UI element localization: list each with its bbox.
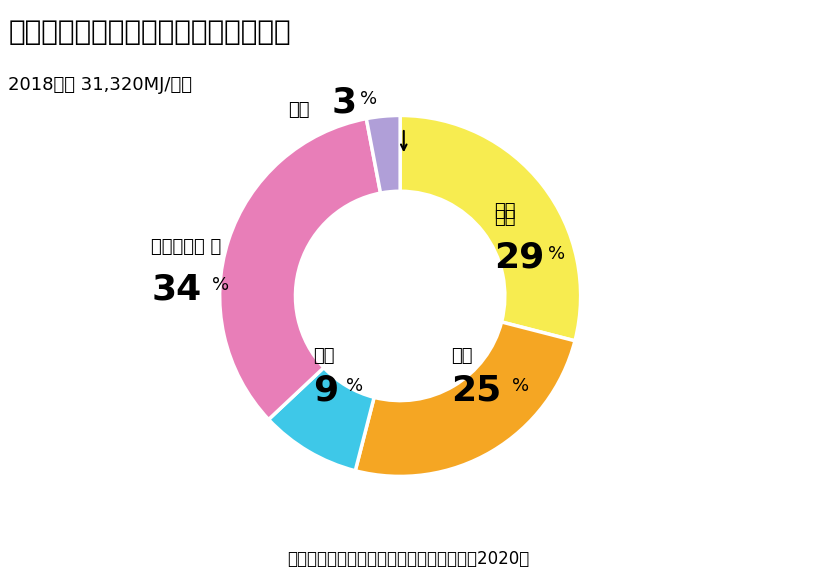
Text: 給湯: 給湯: [494, 202, 516, 220]
Text: 動力・照明 他: 動力・照明 他: [151, 239, 221, 256]
Wedge shape: [366, 115, 400, 193]
Text: 3: 3: [331, 85, 357, 119]
Text: 厨房: 厨房: [313, 346, 335, 364]
Wedge shape: [220, 118, 380, 420]
Text: 2018年度 31,320MJ/世帯: 2018年度 31,320MJ/世帯: [8, 76, 192, 94]
Text: %: %: [212, 276, 229, 294]
Text: 給湯: 給湯: [494, 209, 516, 227]
Text: 25: 25: [450, 374, 501, 408]
Text: 出典：資源エネルギー庁「エネルギー白書2020」: 出典：資源エネルギー庁「エネルギー白書2020」: [287, 550, 529, 568]
Text: %: %: [512, 377, 530, 395]
Text: %: %: [346, 377, 363, 395]
Wedge shape: [400, 115, 581, 341]
Text: %: %: [548, 246, 565, 264]
Text: %: %: [361, 90, 378, 108]
Text: ご家庭の用途別エネルギー消費の内訳: ご家庭の用途別エネルギー消費の内訳: [8, 18, 290, 46]
Wedge shape: [268, 367, 374, 471]
Text: 冷房: 冷房: [288, 101, 310, 119]
Text: 34: 34: [151, 272, 202, 306]
Wedge shape: [355, 322, 575, 476]
Text: 9: 9: [313, 374, 339, 408]
Text: 暖房: 暖房: [450, 346, 472, 364]
Text: 29: 29: [494, 240, 544, 274]
